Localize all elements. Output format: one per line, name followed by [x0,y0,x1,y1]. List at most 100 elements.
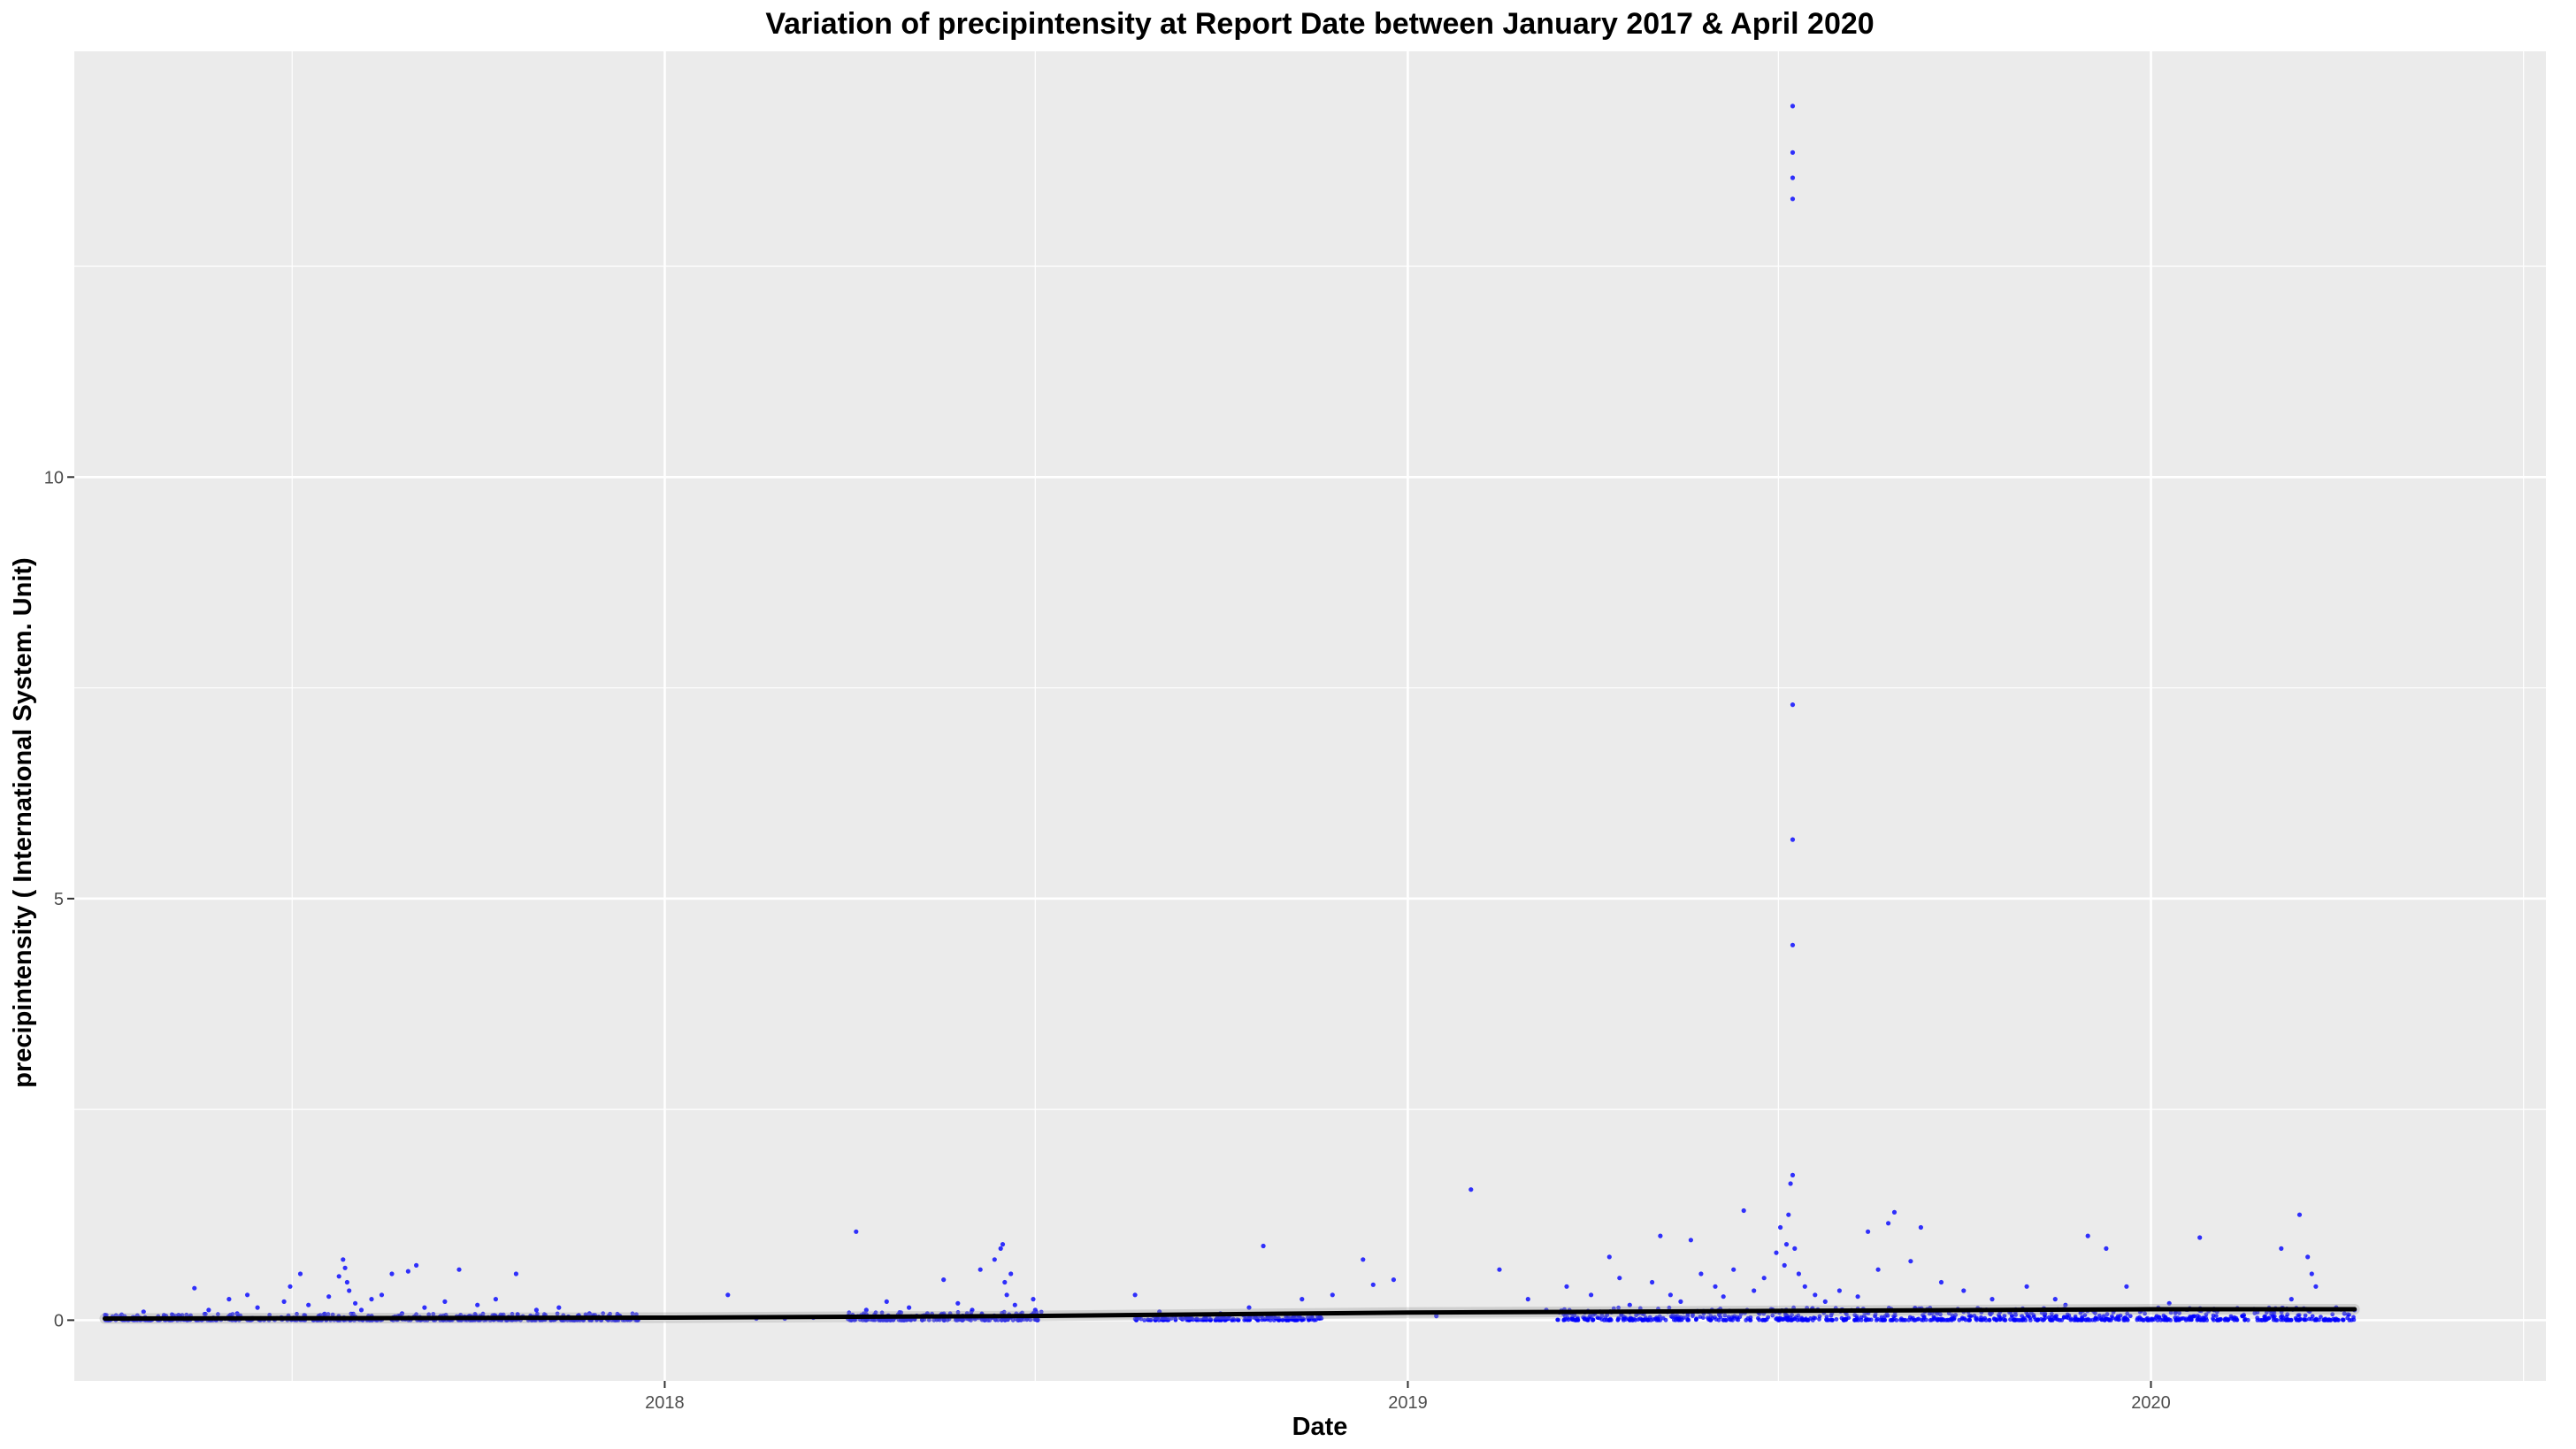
dense-point [1708,1318,1714,1322]
data-point-58 [1012,1302,1017,1307]
dense-point [2322,1318,2327,1322]
data-point-84 [1668,1292,1673,1298]
dense-point [431,1312,436,1316]
dense-point [2068,1316,2074,1322]
dense-point [1268,1318,1273,1322]
dense-point [2336,1317,2341,1322]
dense-point [1663,1317,1668,1322]
dense-point [2284,1315,2288,1320]
dense-point [1153,1318,1158,1322]
dense-point [2164,1317,2169,1322]
dense-point [2035,1318,2040,1322]
dense-point [1028,1317,1033,1322]
dense-point [2113,1315,2119,1321]
data-point-20 [353,1300,358,1306]
dense-point [2192,1314,2197,1319]
dense-point [2042,1317,2047,1322]
data-point-24 [389,1271,395,1276]
data-point-138 [2305,1254,2311,1260]
dense-point [2317,1317,2321,1322]
dense-point [1256,1318,1261,1322]
dense-point [2231,1316,2236,1322]
dense-point [1595,1315,1600,1320]
data-point-14 [326,1294,332,1300]
dense-point [1599,1317,1605,1322]
dense-point [2279,1317,2283,1322]
data-point-22 [369,1297,374,1302]
data-point-115 [1866,1229,1871,1234]
dense-point [1006,1317,1010,1322]
data-point-130 [2166,1300,2172,1306]
dense-point [1722,1313,1728,1318]
dense-point [2351,1315,2356,1320]
data-point-16 [341,1257,346,1262]
dense-point [1878,1317,1882,1322]
dense-point [1633,1317,1638,1322]
data-point-108 [1792,1246,1798,1251]
dense-point [2347,1312,2352,1317]
data-point-127 [2085,1233,2090,1238]
dense-point [2307,1316,2312,1322]
x-tick-label-2020: 2020 [2131,1393,2171,1413]
data-point-8 [255,1305,260,1310]
dense-point [1686,1317,1691,1322]
dense-point [2345,1315,2350,1321]
data-point-61 [1132,1292,1138,1298]
data-point-98 [1786,1212,1791,1217]
data-point-68 [1330,1292,1335,1298]
dense-point [2168,1310,2174,1315]
dense-point [1735,1317,1739,1322]
dense-point [1852,1313,1858,1317]
dense-point [2042,1313,2047,1318]
dense-point [2145,1315,2150,1321]
dense-point [2104,1312,2110,1316]
dense-point [2097,1313,2102,1318]
dense-point [2187,1316,2192,1321]
data-point-43 [854,1229,859,1234]
data-point-72 [1434,1314,1439,1319]
dense-point [1974,1316,1979,1322]
dense-point [880,1317,886,1322]
dense-point [1616,1315,1621,1321]
dense-point [2021,1315,2027,1321]
x-tick-label-2019: 2019 [1388,1393,1428,1413]
data-point-21 [358,1307,364,1313]
dense-point [1900,1317,1905,1322]
dense-point [1882,1314,1888,1319]
dense-point [216,1312,220,1317]
dense-point [1161,1317,1166,1322]
data-point-95 [1778,1224,1783,1230]
dense-point [2031,1313,2036,1317]
dense-point [1619,1313,1623,1317]
dense-point [2125,1317,2130,1322]
data-point-126 [2063,1302,2068,1307]
data-point-71 [1391,1277,1396,1283]
y-tick-label-10: 10 [44,468,64,487]
dense-point [1698,1315,1703,1319]
dense-point [926,1317,932,1322]
dense-point [583,1312,588,1317]
dense-point [1939,1318,1944,1322]
dense-point [2003,1317,2008,1322]
dense-point [862,1317,868,1322]
y-axis-title: precipintensity ( International System. … [9,557,37,1087]
data-point-77 [1564,1284,1569,1289]
dense-point [1966,1318,1971,1322]
dense-point [2204,1315,2209,1321]
data-point-29 [442,1299,448,1304]
dense-point [1178,1315,1183,1321]
dense-point [1658,1318,1663,1322]
data-point-119 [1908,1259,1913,1264]
dense-point [1616,1305,1621,1310]
dense-point [1803,1317,1808,1322]
dense-point [1997,1317,2003,1322]
data-point-75 [1525,1297,1530,1302]
data-point-92 [1752,1288,1757,1293]
dense-point [2143,1311,2148,1316]
dense-point [1732,1314,1737,1319]
data-point-131 [2197,1235,2203,1240]
dense-point [1796,1313,1801,1318]
data-point-142 [2342,1311,2347,1316]
trend-line [103,1307,2358,1321]
dense-point [1808,1316,1813,1321]
